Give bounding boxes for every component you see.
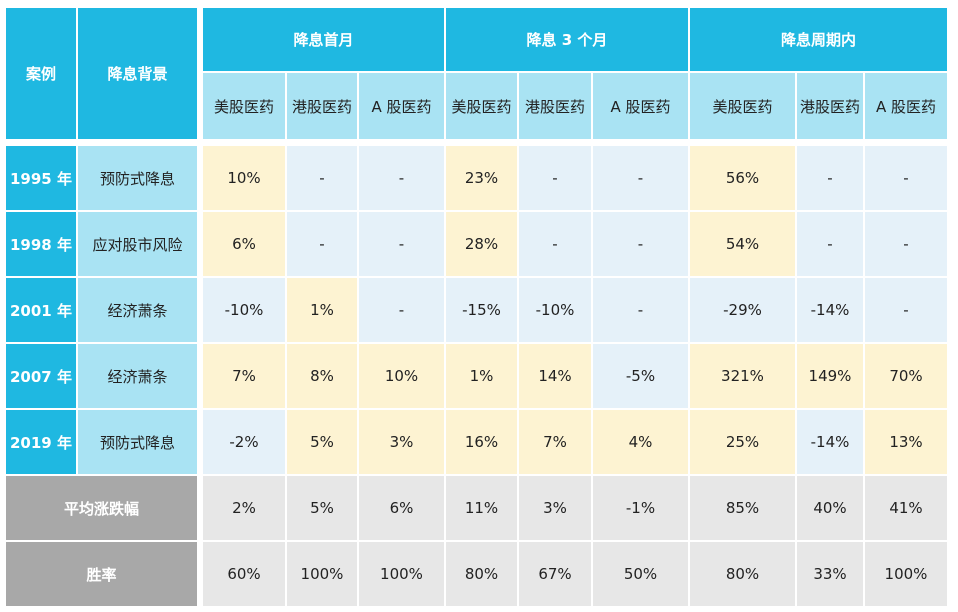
value-cell: 100% <box>865 542 947 606</box>
value-cell: 7% <box>519 410 591 474</box>
case-cell: 2001 年 <box>6 278 76 342</box>
value-cell: 85% <box>690 476 795 540</box>
value-cell: 3% <box>519 476 591 540</box>
case-cell: 2019 年 <box>6 410 76 474</box>
value-cell: 25% <box>690 410 795 474</box>
value-cell: 70% <box>865 344 947 408</box>
value-cell: 23% <box>446 146 517 210</box>
value-cell: 50% <box>593 542 688 606</box>
value-cell: 3% <box>359 410 444 474</box>
summary-label: 胜率 <box>6 542 197 606</box>
value-cell: -29% <box>690 278 795 342</box>
value-cell: 40% <box>797 476 863 540</box>
case-cell: 2007 年 <box>6 344 76 408</box>
value-cell: 67% <box>519 542 591 606</box>
value-cell: - <box>593 212 688 276</box>
value-cell: 41% <box>865 476 947 540</box>
value-cell: 14% <box>519 344 591 408</box>
value-cell: 100% <box>359 542 444 606</box>
value-cell: 1% <box>446 344 517 408</box>
value-cell: 7% <box>203 344 285 408</box>
value-cell: - <box>287 212 357 276</box>
value-cell: 10% <box>359 344 444 408</box>
value-cell: -2% <box>203 410 285 474</box>
background-cell: 预防式降息 <box>78 410 197 474</box>
value-cell: 80% <box>690 542 795 606</box>
value-cell: 56% <box>690 146 795 210</box>
sub-header: A 股医药 <box>593 73 688 139</box>
value-cell: 80% <box>446 542 517 606</box>
value-cell: 6% <box>359 476 444 540</box>
value-cell: -15% <box>446 278 517 342</box>
value-cell: - <box>593 146 688 210</box>
value-cell: - <box>359 212 444 276</box>
summary-label: 平均涨跌幅 <box>6 476 197 540</box>
value-cell: 16% <box>446 410 517 474</box>
value-cell: -5% <box>593 344 688 408</box>
value-cell: -10% <box>519 278 591 342</box>
value-cell: 60% <box>203 542 285 606</box>
value-cell: -1% <box>593 476 688 540</box>
value-cell: -10% <box>203 278 285 342</box>
sub-header: 美股医药 <box>203 73 285 139</box>
value-cell: 4% <box>593 410 688 474</box>
case-cell: 1998 年 <box>6 212 76 276</box>
group-header: 降息周期内 <box>690 8 947 71</box>
group-header: 降息首月 <box>203 8 444 71</box>
value-cell: - <box>797 212 863 276</box>
value-cell: 1% <box>287 278 357 342</box>
value-cell: - <box>359 278 444 342</box>
value-cell: - <box>287 146 357 210</box>
value-cell: 5% <box>287 410 357 474</box>
background-cell: 经济萧条 <box>78 278 197 342</box>
value-cell: 11% <box>446 476 517 540</box>
background-cell: 经济萧条 <box>78 344 197 408</box>
background-cell: 应对股市风险 <box>78 212 197 276</box>
case-cell: 1995 年 <box>6 146 76 210</box>
header-case: 案例 <box>6 8 76 139</box>
value-cell: 100% <box>287 542 357 606</box>
value-cell: - <box>865 278 947 342</box>
sub-header: 美股医药 <box>690 73 795 139</box>
value-cell: 149% <box>797 344 863 408</box>
sub-header: 港股医药 <box>797 73 863 139</box>
value-cell: - <box>865 212 947 276</box>
value-cell: - <box>519 212 591 276</box>
background-cell: 预防式降息 <box>78 146 197 210</box>
value-cell: 33% <box>797 542 863 606</box>
group-header: 降息 3 个月 <box>446 8 688 71</box>
value-cell: - <box>359 146 444 210</box>
value-cell: - <box>865 146 947 210</box>
value-cell: 321% <box>690 344 795 408</box>
value-cell: 13% <box>865 410 947 474</box>
sub-header: 美股医药 <box>446 73 517 139</box>
sub-header: 港股医药 <box>519 73 591 139</box>
header-background: 降息背景 <box>78 8 197 139</box>
value-cell: 10% <box>203 146 285 210</box>
sub-header: A 股医药 <box>359 73 444 139</box>
value-cell: - <box>519 146 591 210</box>
value-cell: 5% <box>287 476 357 540</box>
value-cell: - <box>797 146 863 210</box>
value-cell: 6% <box>203 212 285 276</box>
value-cell: 2% <box>203 476 285 540</box>
sub-header: A 股医药 <box>865 73 947 139</box>
sub-header: 港股医药 <box>287 73 357 139</box>
value-cell: 8% <box>287 344 357 408</box>
value-cell: -14% <box>797 278 863 342</box>
value-cell: -14% <box>797 410 863 474</box>
value-cell: 54% <box>690 212 795 276</box>
value-cell: 28% <box>446 212 517 276</box>
value-cell: - <box>593 278 688 342</box>
